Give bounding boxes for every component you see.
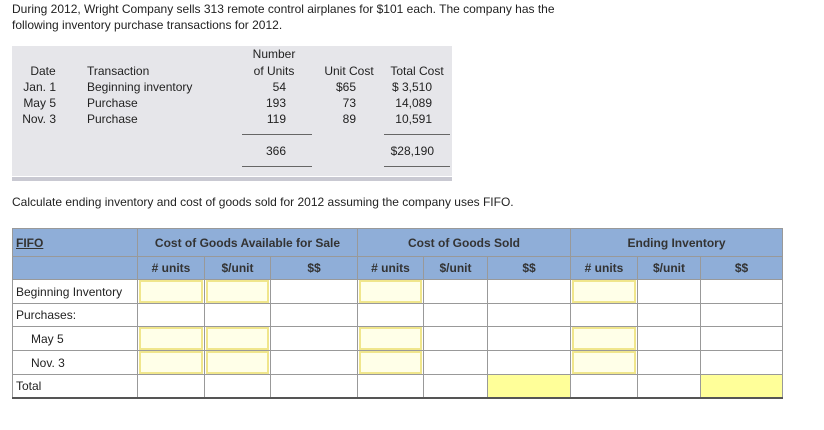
- input-cell[interactable]: [204, 279, 271, 304]
- answer-cell[interactable]: [357, 374, 424, 399]
- transaction-header: Transaction: [87, 64, 150, 78]
- group-header-cogs: Cost of Goods Sold: [357, 228, 571, 257]
- empty-cell: [570, 303, 638, 327]
- empty-cell: [637, 303, 701, 327]
- input-cell[interactable]: [357, 326, 424, 351]
- row-total-cost: 10,591: [395, 112, 432, 126]
- answer-cell[interactable]: [487, 279, 571, 304]
- subheader-amount: $$: [487, 256, 571, 280]
- row-unit-cost: 73: [342, 96, 356, 110]
- answer-cell[interactable]: [270, 374, 358, 399]
- input-cell[interactable]: [204, 350, 271, 375]
- instruction-text: Calculate ending inventory and cost of g…: [12, 195, 514, 209]
- answer-cell[interactable]: [637, 350, 701, 375]
- row-units: 54: [272, 80, 286, 94]
- ending-inventory-total-cell[interactable]: [700, 374, 783, 399]
- row-label-total: Total: [12, 374, 138, 399]
- answer-cell[interactable]: [270, 326, 358, 351]
- answer-cell[interactable]: [423, 279, 488, 304]
- units-subtotal-rule: [242, 134, 312, 135]
- empty-cell: [357, 303, 424, 327]
- row-transaction: Purchase: [87, 96, 138, 110]
- subheader-units: # units: [137, 256, 205, 280]
- empty-cell: [270, 303, 358, 327]
- group-header-available: Cost of Goods Available for Sale: [137, 228, 358, 257]
- answer-cell[interactable]: [487, 326, 571, 351]
- row-label-nov-3: Nov. 3: [12, 350, 138, 375]
- answer-cell[interactable]: [423, 326, 488, 351]
- date-header: Date: [30, 64, 56, 78]
- subheader-blank: [12, 256, 138, 280]
- input-cell[interactable]: [137, 326, 205, 351]
- group-header-ending: Ending Inventory: [570, 228, 783, 257]
- empty-cell: [487, 303, 571, 327]
- answer-cell[interactable]: [137, 374, 205, 399]
- empty-cell: [700, 303, 783, 327]
- subheader-units: # units: [570, 256, 638, 280]
- answer-cell[interactable]: [204, 374, 271, 399]
- input-cell[interactable]: [570, 279, 638, 304]
- row-date: Jan. 1: [23, 80, 56, 94]
- input-cell[interactable]: [137, 279, 205, 304]
- units-total: 366: [265, 144, 286, 158]
- answer-cell[interactable]: [423, 374, 488, 399]
- row-transaction: Beginning inventory: [87, 80, 193, 94]
- answer-cell[interactable]: [270, 279, 358, 304]
- input-cell[interactable]: [570, 350, 638, 375]
- row-transaction: Purchase: [87, 112, 138, 126]
- answer-cell[interactable]: [423, 350, 488, 375]
- unit-cost-header: Unit Cost: [324, 64, 374, 78]
- empty-cell: [423, 303, 488, 327]
- row-unit-cost: $65: [335, 80, 356, 94]
- subheader-unit-cost: $/unit: [637, 256, 701, 280]
- answer-cell[interactable]: [637, 374, 701, 399]
- row-total-cost: 14,089: [395, 96, 432, 110]
- answer-cell[interactable]: [637, 279, 701, 304]
- cost-total-rule: [384, 166, 450, 167]
- problem-statement: During 2012, Wright Company sells 313 re…: [12, 1, 652, 33]
- input-cell[interactable]: [204, 326, 271, 351]
- input-cell[interactable]: [137, 350, 205, 375]
- row-label-beginning: Beginning Inventory: [12, 279, 138, 304]
- row-unit-cost: 89: [342, 112, 356, 126]
- problem-statement-line-1: During 2012, Wright Company sells 313 re…: [12, 2, 555, 16]
- row-label-may-5: May 5: [12, 326, 138, 351]
- row-units: 119: [266, 112, 286, 126]
- answer-cell[interactable]: [487, 350, 571, 375]
- empty-cell: [204, 303, 271, 327]
- input-cell[interactable]: [357, 279, 424, 304]
- answer-cell[interactable]: [570, 374, 638, 399]
- input-cell[interactable]: [357, 350, 424, 375]
- method-label: FIFO: [12, 228, 138, 257]
- transactions-table: Number of Units Date Transaction Unit Co…: [12, 46, 452, 181]
- cogs-total-cell[interactable]: [487, 374, 571, 399]
- subheader-unit-cost: $/unit: [423, 256, 488, 280]
- units-total-rule: [242, 166, 312, 167]
- subheader-amount: $$: [700, 256, 783, 280]
- units-header-line-1: Number: [252, 47, 296, 61]
- cost-total: $28,190: [390, 144, 434, 158]
- cost-subtotal-rule: [384, 134, 450, 135]
- answer-cell[interactable]: [637, 326, 701, 351]
- problem-statement-line-2: following inventory purchase transaction…: [12, 18, 283, 32]
- answer-cell[interactable]: [270, 350, 358, 375]
- table-footer-band: [12, 177, 452, 181]
- total-cost-header: Total Cost: [390, 64, 444, 78]
- fifo-worksheet: FIFO Cost of Goods Available for Sale Co…: [12, 228, 783, 399]
- row-date: May 5: [23, 96, 56, 110]
- subheader-units: # units: [357, 256, 424, 280]
- units-header-line-2: of Units: [253, 64, 295, 78]
- row-label-purchases: Purchases:: [12, 303, 138, 327]
- row-units: 193: [265, 96, 286, 110]
- row-date: Nov. 3: [22, 112, 56, 126]
- answer-cell[interactable]: [700, 350, 783, 375]
- row-total-cost: $ 3,510: [391, 80, 432, 94]
- subheader-amount: $$: [270, 256, 358, 280]
- answer-cell[interactable]: [700, 279, 783, 304]
- answer-cell[interactable]: [700, 326, 783, 351]
- empty-cell: [137, 303, 205, 327]
- subheader-unit-cost: $/unit: [204, 256, 271, 280]
- input-cell[interactable]: [570, 326, 638, 351]
